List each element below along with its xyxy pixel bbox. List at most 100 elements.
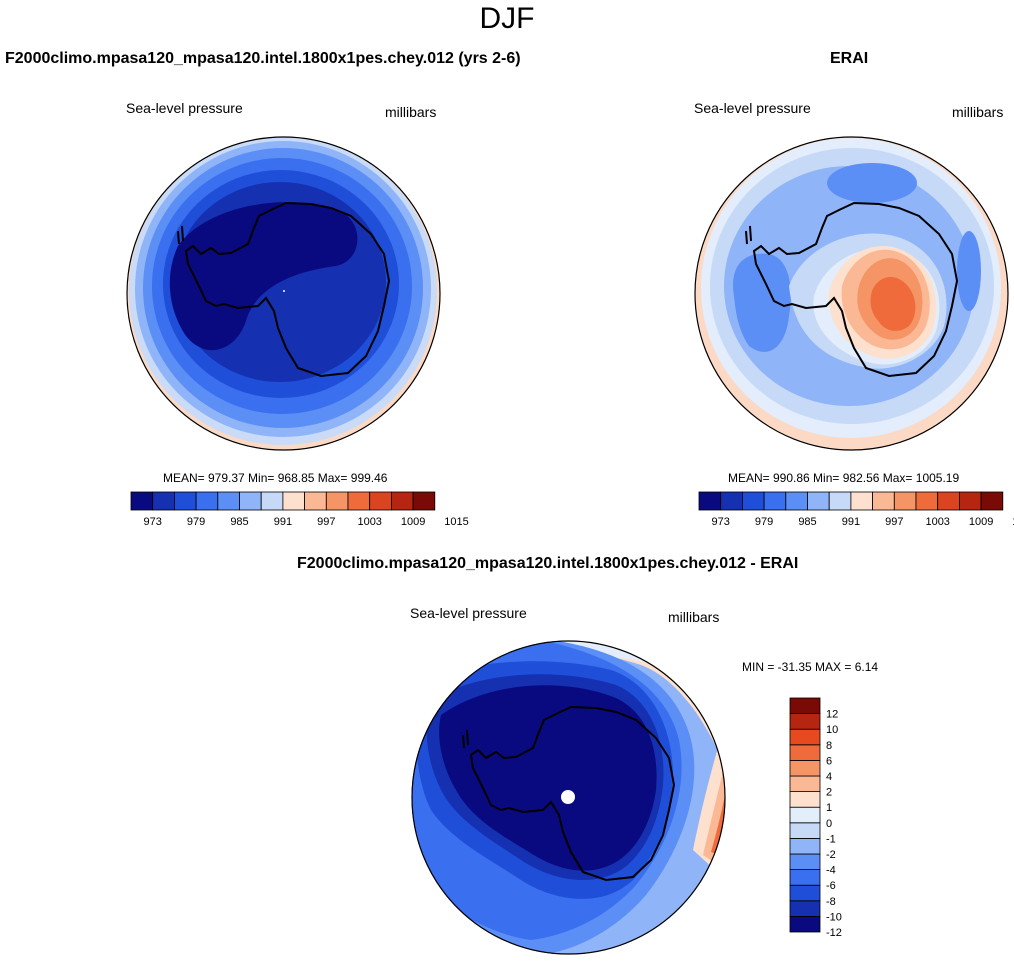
colorbar-tick-label: 1 <box>826 802 832 814</box>
colorbar-tick-label: 1003 <box>925 516 949 528</box>
colorbar-tick-label: 1003 <box>357 516 381 528</box>
colorbar-swatch <box>195 491 219 511</box>
colorbar-tick-label: -2 <box>826 849 836 861</box>
colorbar-tick-label: 0 <box>826 818 832 830</box>
colorbar-tick-label: 12 <box>826 709 838 721</box>
obs-polar-map <box>694 136 1009 451</box>
colorbar-tick-label: 8 <box>826 740 832 752</box>
colorbar-swatch <box>347 491 371 511</box>
diff-units-label: millibars <box>668 609 720 625</box>
colorbar-swatch <box>720 491 743 511</box>
colorbar-swatch <box>828 491 852 511</box>
model-polar-map <box>126 136 441 451</box>
colorbar-tick-label: -6 <box>826 880 836 892</box>
obs-colorbar-swatches <box>698 491 1004 511</box>
colorbar-swatch <box>915 491 939 511</box>
colorbar-tick-label: 985 <box>230 516 248 528</box>
colorbar-tick-label: 973 <box>712 516 730 528</box>
colorbar-swatch <box>152 491 175 511</box>
colorbar-tick-label: 6 <box>826 755 832 767</box>
colorbar-swatch <box>789 853 821 871</box>
colorbar-swatch <box>789 713 821 730</box>
colorbar-tick-label: 2 <box>826 787 832 799</box>
colorbar-tick-label: -8 <box>826 896 836 908</box>
colorbar-swatch <box>698 491 722 511</box>
colorbar-swatch <box>390 491 414 511</box>
diff-panel-header: F2000climo.mpasa120_mpasa120.intel.1800x… <box>297 555 799 572</box>
colorbar-tick-label: 973 <box>144 516 162 528</box>
diff-variable-label: Sea-level pressure <box>410 605 527 621</box>
colorbar-tick-label: 997 <box>885 516 903 528</box>
diff-polar-map <box>411 640 726 955</box>
model-colorbar-ticks: 973 979 985 991 997 1003 1009 1015 <box>144 516 469 528</box>
colorbar-tick-label: 1009 <box>401 516 425 528</box>
obs-panel-header: ERAI <box>830 50 869 67</box>
colorbar-swatch <box>174 491 197 511</box>
colorbar-tick-label: -4 <box>826 865 836 877</box>
obs-colorbar-ticks: 973 979 985 991 997 1003 1009 1015 <box>712 516 1014 528</box>
colorbar-swatch <box>325 491 349 511</box>
colorbar-swatch <box>850 491 873 511</box>
colorbar-tick-label: 991 <box>274 516 292 528</box>
model-panel-header: F2000climo.mpasa120_mpasa120.intel.1800x… <box>5 50 521 67</box>
colorbar-swatch <box>130 491 154 511</box>
colorbar-swatch <box>282 491 305 511</box>
colorbar-swatch <box>789 837 821 855</box>
colorbar-swatch <box>980 491 1004 511</box>
colorbar-tick-label: 991 <box>842 516 860 528</box>
obs-colorbar: 973 979 985 991 997 1003 1009 1015 <box>698 491 1014 528</box>
pole-marker <box>561 790 575 804</box>
colorbar-swatch <box>217 491 240 511</box>
colorbar-tick-label: -10 <box>826 911 842 923</box>
diff-colorbar-swatches <box>789 697 821 933</box>
obs-stats: MEAN= 990.86 Min= 982.56 Max= 1005.19 <box>728 471 960 485</box>
colorbar-swatch <box>763 491 787 511</box>
colorbar-swatch <box>872 491 895 511</box>
page-title: DJF <box>479 2 535 35</box>
colorbar-tick-label: 1015 <box>1012 516 1014 528</box>
colorbar-tick-label: 1009 <box>969 516 993 528</box>
colorbar-tick-label: 979 <box>187 516 205 528</box>
colorbar-swatch <box>369 491 392 511</box>
colorbar-swatch <box>789 806 821 824</box>
obs-variable-label: Sea-level pressure <box>694 100 811 116</box>
colorbar-swatch <box>789 791 821 808</box>
colorbar-tick-label: 4 <box>826 771 832 783</box>
colorbar-swatch <box>937 491 960 511</box>
colorbar-swatch <box>789 900 821 917</box>
colorbar-tick-label: 1015 <box>444 516 468 528</box>
colorbar-tick-label: -1 <box>826 833 836 845</box>
model-colorbar-swatches <box>130 491 436 511</box>
colorbar-swatch <box>789 775 821 793</box>
colorbar-swatch <box>958 491 982 511</box>
obs-units-label: millibars <box>952 104 1004 120</box>
colorbar-swatch <box>412 491 436 511</box>
model-colorbar: 973 979 985 991 997 1003 1009 1015 <box>130 491 469 528</box>
colorbar-swatch <box>789 822 821 839</box>
colorbar-swatch <box>742 491 765 511</box>
colorbar-swatch <box>807 491 830 511</box>
colorbar-swatch <box>789 869 821 886</box>
model-units-label: millibars <box>385 104 437 120</box>
colorbar-swatch <box>789 760 821 777</box>
model-variable-label: Sea-level pressure <box>126 100 243 116</box>
colorbar-swatch <box>260 491 284 511</box>
colorbar-tick-label: 997 <box>317 516 335 528</box>
colorbar-swatch <box>789 697 821 715</box>
colorbar-tick-label: 979 <box>755 516 773 528</box>
colorbar-swatch <box>789 744 821 761</box>
colorbar-swatch <box>789 915 821 933</box>
colorbar-tick-label: 10 <box>826 724 838 736</box>
colorbar-swatch <box>789 728 821 746</box>
colorbar-swatch <box>893 491 917 511</box>
colorbar-swatch <box>239 491 262 511</box>
colorbar-swatch <box>785 491 808 511</box>
colorbar-swatch <box>789 884 821 902</box>
diff-stats: MIN = -31.35 MAX = 6.14 <box>742 660 879 674</box>
colorbar-tick-label: 985 <box>798 516 816 528</box>
model-stats: MEAN= 979.37 Min= 968.85 Max= 999.46 <box>163 471 388 485</box>
colorbar-swatch <box>304 491 327 511</box>
colorbar-tick-label: -12 <box>826 927 842 939</box>
